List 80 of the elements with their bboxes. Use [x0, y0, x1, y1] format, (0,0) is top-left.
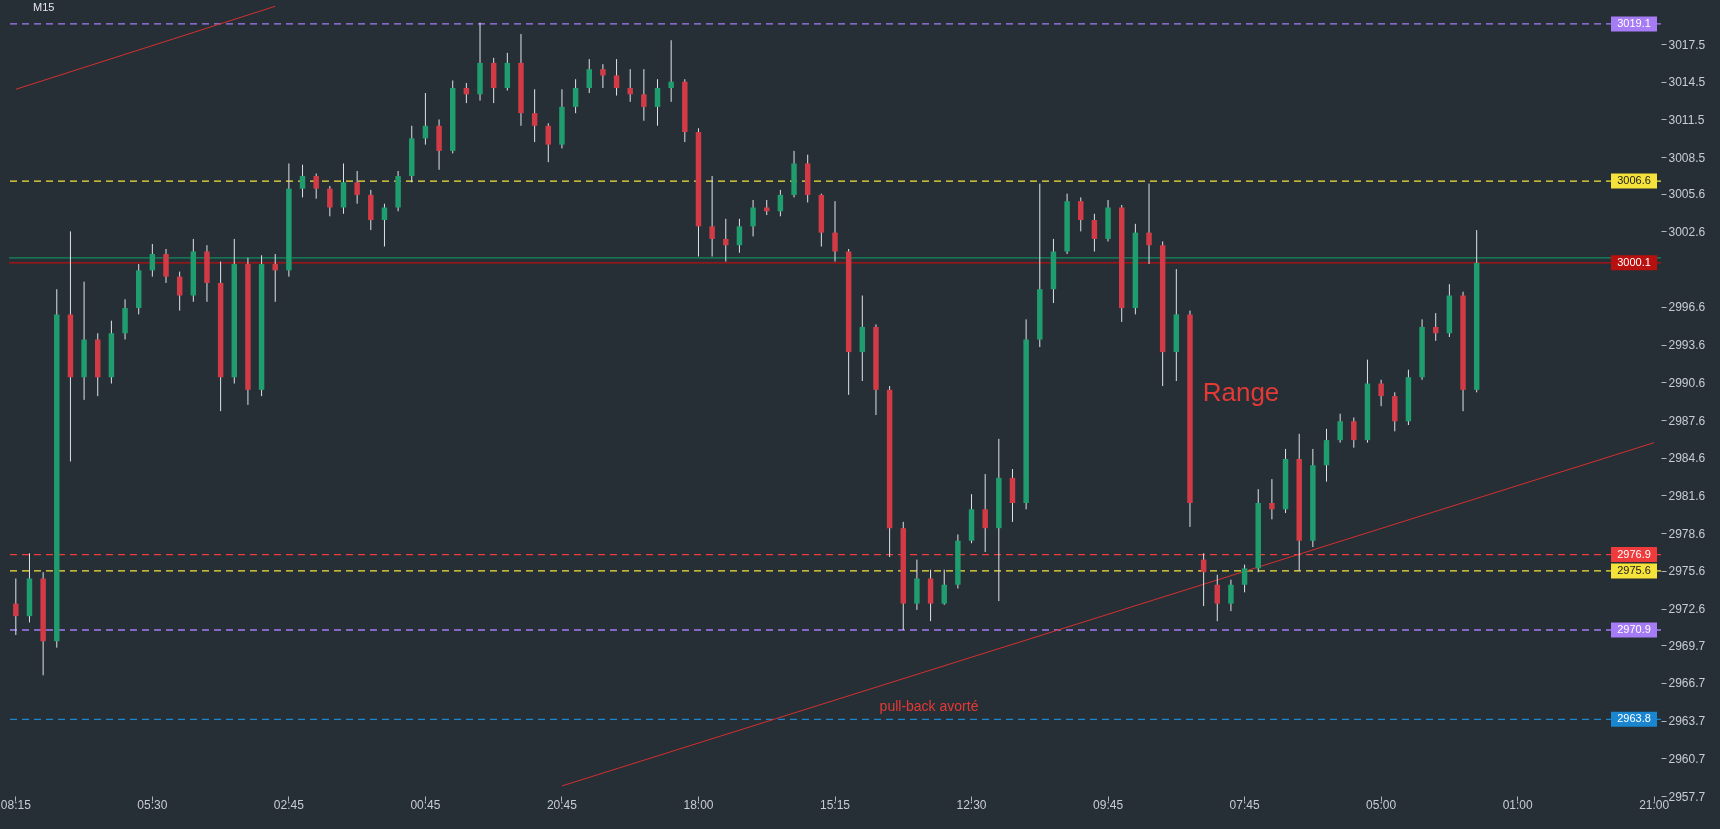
y-tick-label: 2972.6 — [1668, 602, 1706, 617]
candlestick — [299, 164, 306, 198]
candlestick — [600, 63, 606, 89]
y-tick-label: 2963.7 — [1668, 714, 1706, 729]
candlestick — [832, 200, 838, 263]
ref-line-label: 3006.6 — [1617, 174, 1651, 187]
candlestick — [1337, 413, 1343, 444]
annotation: Range — [1202, 377, 1280, 407]
candlestick — [736, 218, 743, 254]
candlestick — [1241, 564, 1248, 593]
x-tick-label: 08:15 — [0, 797, 32, 812]
ref-line-label: 2976.9 — [1617, 547, 1651, 560]
candlestick — [1378, 379, 1384, 407]
x-tick-label: 02:45 — [273, 797, 305, 812]
y-tick-label: 3017.5 — [1668, 37, 1706, 52]
candlestick — [1214, 574, 1221, 622]
candlestick — [176, 271, 183, 312]
candlestick — [586, 58, 592, 94]
x-tick-label: 12:30 — [956, 797, 987, 812]
ref-line-label: 3000.1 — [1617, 255, 1651, 268]
candlestick — [1146, 183, 1152, 265]
y-tick-label: 2981.6 — [1668, 488, 1706, 503]
candlestick — [750, 199, 756, 237]
x-tick-label: 18:00 — [683, 797, 714, 812]
y-tick-label: 3011.5 — [1668, 112, 1705, 127]
candlestick — [941, 569, 947, 606]
candlestick — [545, 122, 552, 163]
candlestick — [149, 243, 156, 278]
candlestick — [668, 39, 674, 103]
candlestick — [1078, 196, 1084, 232]
x-tick-label: 05:00 — [1366, 797, 1397, 812]
x-tick-label: 09:45 — [1093, 797, 1124, 812]
candlestick — [654, 78, 661, 127]
candlestick — [572, 78, 579, 114]
candlestick — [381, 203, 388, 247]
candlestick — [982, 473, 988, 553]
x-tick-label: 20:45 — [546, 797, 578, 812]
x-tick-label: 05:30 — [137, 797, 168, 812]
candlestick — [723, 218, 729, 263]
candlestick — [1228, 579, 1234, 612]
ref-line-label: 3019.1 — [1617, 16, 1651, 29]
candlestick — [531, 88, 538, 143]
ref-line-label: 2970.9 — [1617, 623, 1651, 636]
y-tick-label: 3014.5 — [1668, 75, 1706, 90]
ref-line-label: 2963.8 — [1617, 712, 1651, 725]
y-tick-label: 2990.6 — [1668, 375, 1706, 390]
candlestick — [1091, 213, 1098, 252]
y-tick-label: 2969.7 — [1668, 638, 1706, 653]
y-tick-label: 3008.5 — [1668, 150, 1706, 165]
candlestick — [313, 173, 319, 200]
y-tick-label: 2960.7 — [1668, 751, 1706, 766]
y-tick-label: 2957.7 — [1668, 789, 1706, 804]
x-tick-label: 07:45 — [1229, 797, 1260, 812]
y-tick-label: 2984.6 — [1668, 451, 1706, 466]
candlestick — [641, 68, 647, 122]
y-tick-label: 2993.6 — [1668, 338, 1706, 353]
candlestick — [613, 58, 620, 97]
y-tick-label: 2996.6 — [1668, 300, 1706, 315]
candlestick — [1351, 416, 1357, 449]
candlestick — [354, 170, 360, 205]
candlestick — [709, 175, 715, 258]
candlestick — [627, 68, 633, 103]
y-tick-label: 2975.6 — [1668, 564, 1706, 579]
candlestick — [327, 185, 333, 217]
candlestick — [777, 189, 784, 217]
y-tick-label: 2978.6 — [1668, 526, 1706, 541]
y-tick-label: 2966.7 — [1668, 676, 1706, 691]
ref-line-label: 2975.6 — [1617, 563, 1651, 576]
x-tick-label: 00:45 — [410, 797, 441, 812]
candlestick — [163, 248, 169, 284]
x-tick-label: 01:00 — [1502, 797, 1533, 812]
y-tick-label: 3005.6 — [1668, 187, 1706, 202]
candlestick — [1269, 478, 1275, 520]
x-tick-label: 21:00 — [1639, 797, 1670, 812]
annotation: M15 — [33, 1, 55, 13]
x-tick-label: 15:15 — [819, 797, 851, 812]
candlestick — [13, 577, 19, 636]
y-tick-label: 2987.6 — [1668, 413, 1706, 428]
y-tick-label: 3002.6 — [1668, 224, 1706, 239]
annotation: pull-back avorté — [879, 698, 979, 714]
